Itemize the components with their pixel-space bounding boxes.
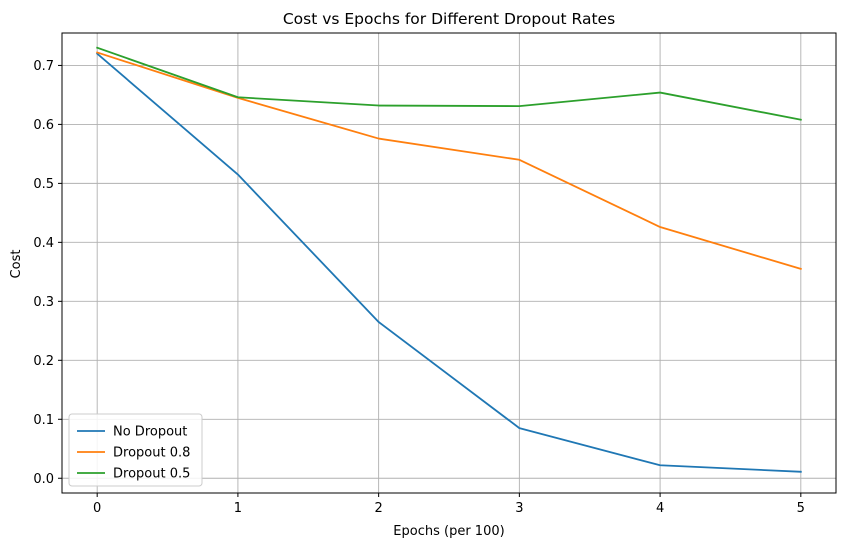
y-tick-label: 0.1 — [33, 413, 54, 428]
y-tick-label: 0.5 — [33, 177, 54, 192]
x-tick-label: 4 — [656, 501, 664, 516]
legend: No Dropout Dropout 0.8 Dropout 0.5 — [68, 413, 203, 487]
x-axis-ticks: 0 1 2 3 4 5 — [93, 493, 805, 516]
x-tick-label: 5 — [797, 501, 805, 516]
x-axis-label: Epochs (per 100) — [393, 524, 504, 539]
plot-area-frame — [61, 32, 837, 494]
series-line-no-dropout — [95, 52, 802, 473]
series-line-dropout-0-5 — [96, 46, 802, 121]
series-line-dropout-0-8 — [96, 51, 802, 271]
legend-label-dropout-0-8: Dropout 0.8 — [113, 446, 190, 461]
x-tick-label: 0 — [93, 501, 101, 516]
y-tick-label: 0.0 — [33, 472, 54, 487]
x-tick-label: 1 — [234, 501, 242, 516]
x-tick-label: 2 — [374, 501, 382, 516]
y-tick-label: 0.6 — [33, 118, 54, 133]
y-axis-label: Cost — [9, 250, 24, 279]
y-tick-label: 0.3 — [33, 295, 54, 310]
y-tick-label: 0.2 — [33, 354, 54, 369]
legend-label-dropout-0-5: Dropout 0.5 — [113, 467, 190, 482]
series-lines — [95, 46, 802, 473]
y-tick-label: 0.7 — [33, 59, 54, 74]
chart-title: Cost vs Epochs for Different Dropout Rat… — [283, 10, 615, 28]
legend-box — [68, 413, 203, 487]
y-tick-label: 0.4 — [33, 236, 54, 251]
x-tick-label: 3 — [515, 501, 523, 516]
y-axis-ticks: 0.0 0.1 0.2 0.3 0.4 0.5 0.6 0.7 — [33, 59, 62, 487]
legend-label-no-dropout: No Dropout — [113, 425, 187, 440]
